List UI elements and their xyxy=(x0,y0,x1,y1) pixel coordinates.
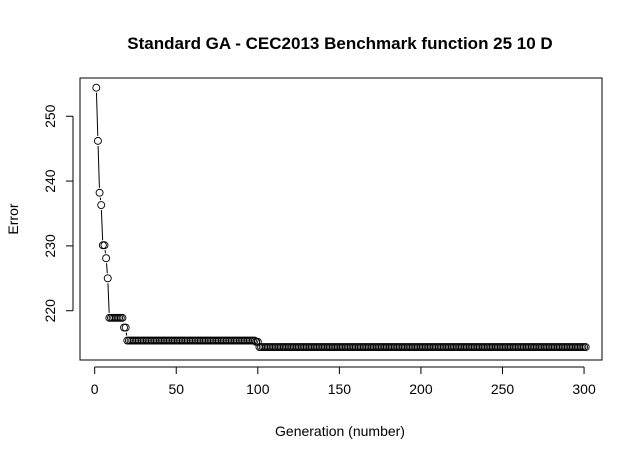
y-tick-label: 250 xyxy=(42,104,58,128)
y-axis-label: Error xyxy=(5,203,21,234)
plot-frame xyxy=(79,77,603,361)
series-segment xyxy=(106,263,108,274)
data-point xyxy=(100,241,109,250)
x-tick-label: 150 xyxy=(328,381,352,397)
y-tick-label: 220 xyxy=(42,299,58,323)
chart-title: Standard GA - CEC2013 Benchmark function… xyxy=(127,34,552,53)
x-axis-label: Generation (number) xyxy=(275,423,405,439)
series-line xyxy=(95,92,128,336)
data-point xyxy=(92,83,101,92)
x-axis: 0 50 100 150 200 250 300 xyxy=(91,366,596,397)
data-point xyxy=(103,274,112,283)
data-point xyxy=(102,254,111,263)
x-tick-label: 300 xyxy=(572,381,596,397)
data-point xyxy=(121,323,130,332)
data-point xyxy=(97,201,106,210)
data-point xyxy=(118,313,127,322)
series-points xyxy=(92,83,590,351)
y-tick-label: 230 xyxy=(42,234,58,258)
data-point xyxy=(95,188,104,197)
series-segment xyxy=(107,283,110,313)
x-tick-label: 0 xyxy=(91,381,99,397)
series-segment xyxy=(97,145,100,188)
data-point xyxy=(93,136,102,145)
y-tick-label: 240 xyxy=(42,169,58,193)
x-tick-label: 50 xyxy=(168,381,184,397)
x-tick-label: 200 xyxy=(409,381,433,397)
y-axis: 220 230 240 250 xyxy=(42,104,74,323)
series-segment xyxy=(95,92,99,136)
series-segment xyxy=(100,210,104,241)
x-tick-label: 100 xyxy=(246,381,270,397)
x-tick-label: 250 xyxy=(491,381,515,397)
data-point xyxy=(581,343,590,351)
